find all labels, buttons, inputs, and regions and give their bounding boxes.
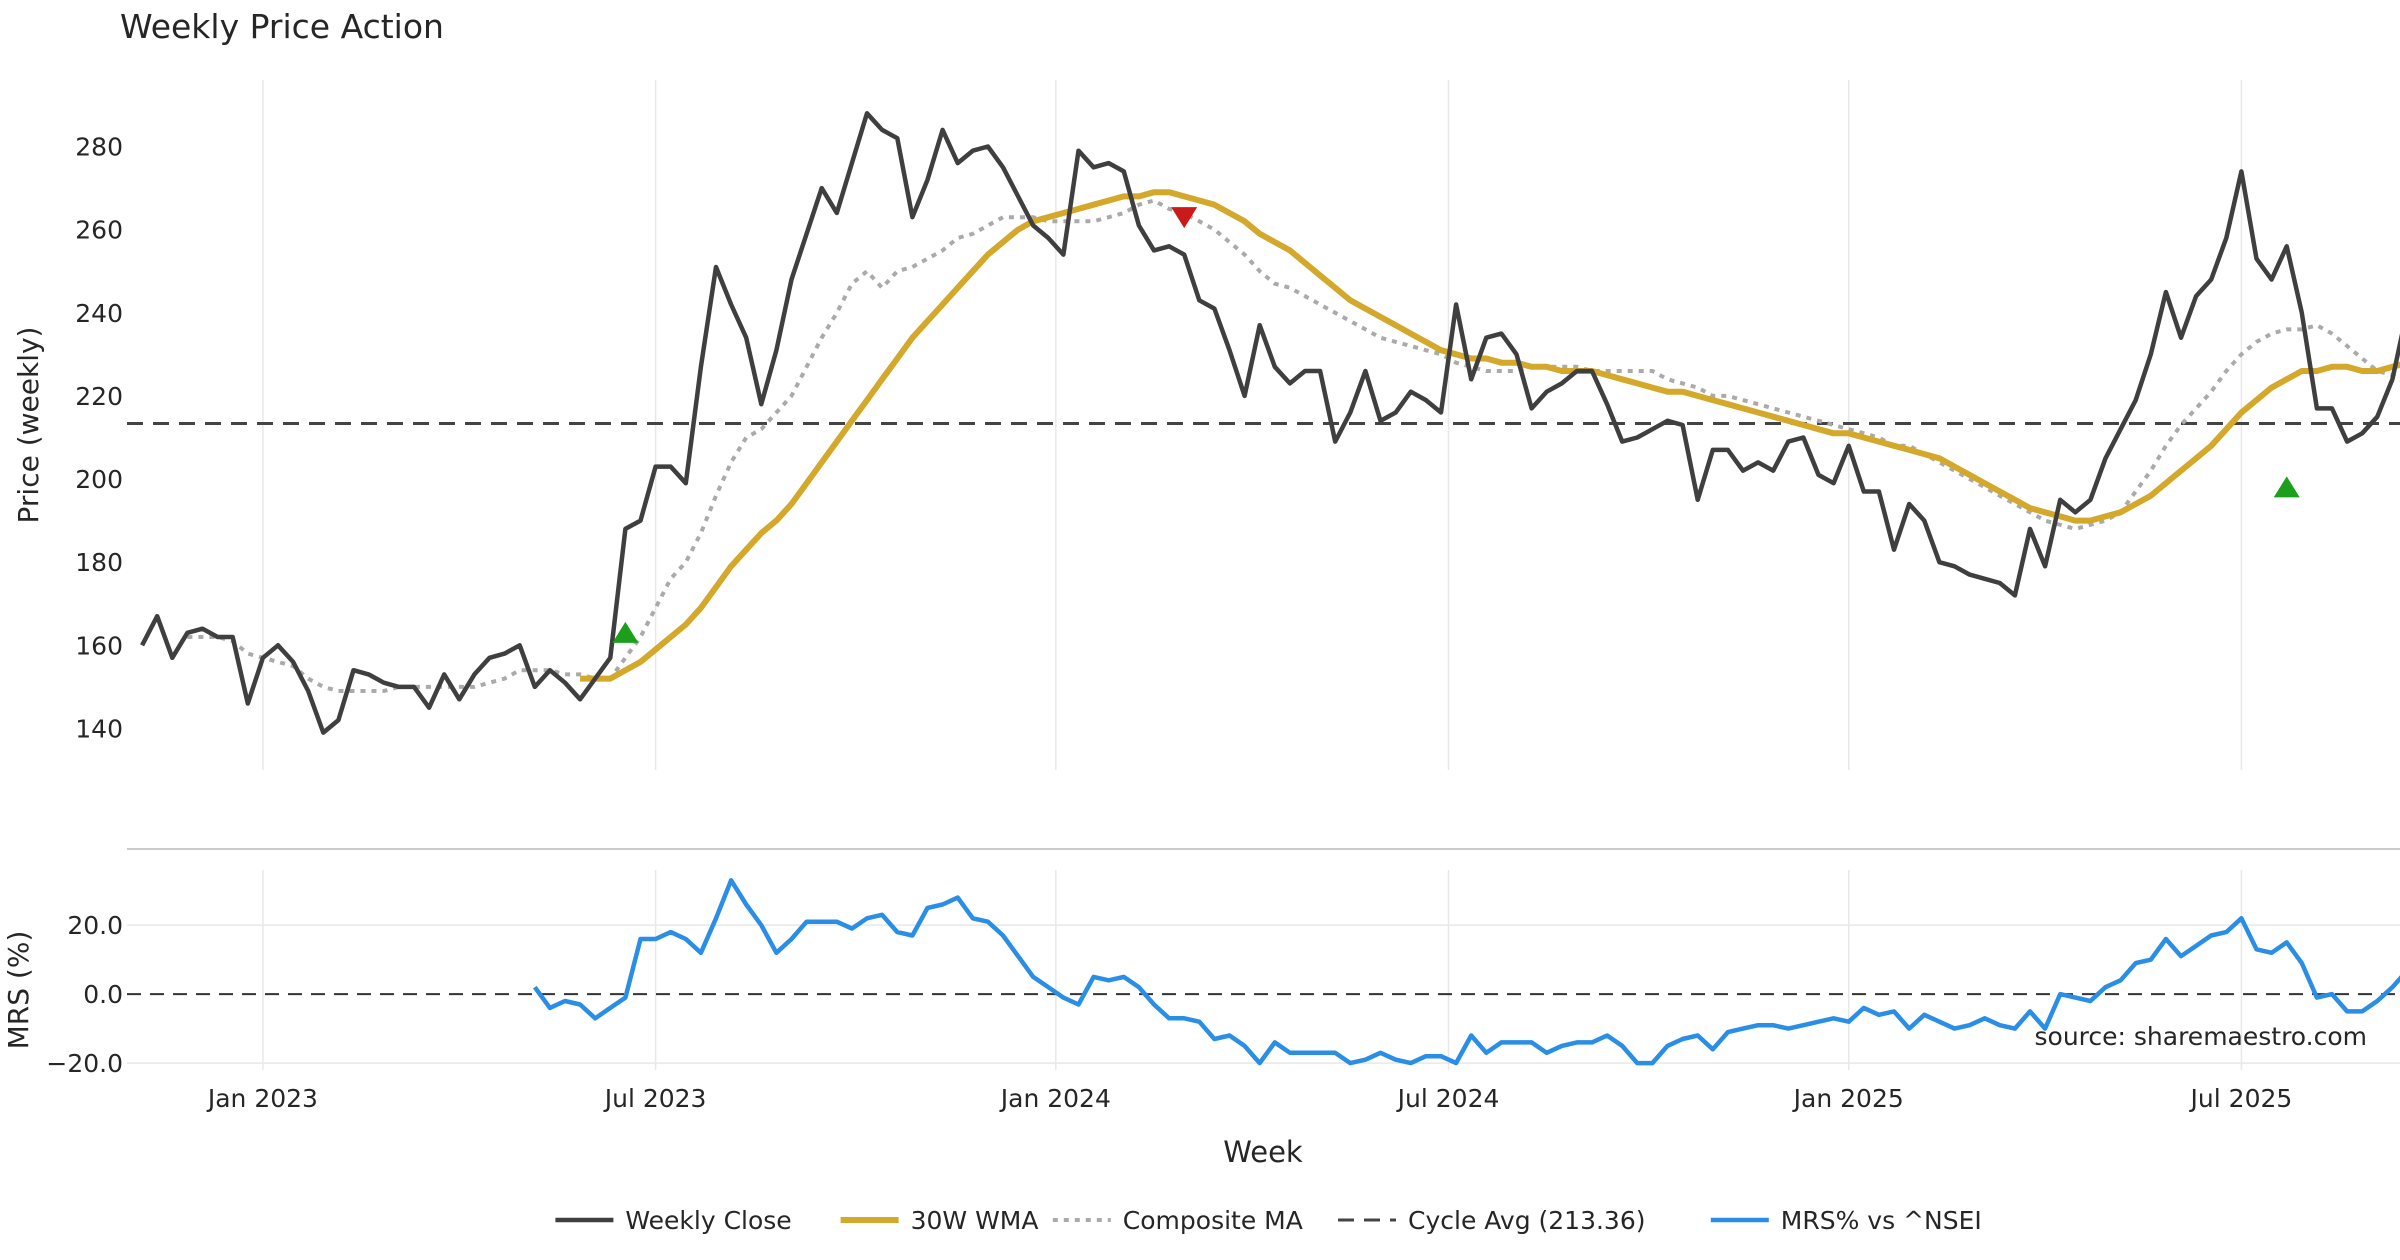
price-y-tick-label: 140 bbox=[75, 714, 123, 743]
price-y-tick-label: 280 bbox=[75, 133, 123, 162]
chart-title: Weekly Price Action bbox=[120, 7, 444, 46]
mrs-y-tick-label: 0.0 bbox=[83, 980, 123, 1009]
legend: Weekly Close 30W WMA Composite MA Cycle Avg… bbox=[555, 1206, 1982, 1235]
x-tick-label: Jan 2023 bbox=[206, 1084, 318, 1113]
price-y-tick-label: 180 bbox=[75, 548, 123, 577]
mrs-y-axis: −20.0 0.0 20.0 bbox=[46, 911, 123, 1078]
x-tick-label: Jul 2023 bbox=[603, 1084, 707, 1113]
source-credit: source: sharemaestro.com bbox=[2035, 1022, 2368, 1051]
buy-signal-marker bbox=[2273, 476, 2300, 498]
x-tick-label: Jan 2024 bbox=[999, 1084, 1111, 1113]
price-y-tick-label: 160 bbox=[75, 631, 123, 660]
mrs-grid bbox=[127, 870, 2400, 1070]
price-y-tick-label: 260 bbox=[75, 216, 123, 245]
mrs-line bbox=[532, 878, 2400, 1066]
price-y-axis: 140 160 180 200 220 240 260 280 bbox=[75, 133, 123, 744]
signal-markers bbox=[612, 207, 2300, 643]
price-y-axis-label: Price (weekly) bbox=[12, 327, 45, 524]
legend-label-close: Weekly Close bbox=[625, 1206, 791, 1235]
x-tick-label: Jul 2025 bbox=[2189, 1084, 2293, 1113]
weekly-close-line bbox=[140, 111, 2400, 735]
buy-signal-marker bbox=[612, 621, 639, 643]
mrs-y-tick-label: 20.0 bbox=[67, 911, 123, 940]
legend-label-composite: Composite MA bbox=[1123, 1206, 1303, 1235]
legend-label-mrs: MRS% vs ^NSEI bbox=[1781, 1206, 1982, 1235]
mrs-y-tick-label: −20.0 bbox=[46, 1049, 123, 1078]
composite-ma-line bbox=[187, 198, 2400, 693]
legend-label-cycle: Cycle Avg (213.36) bbox=[1408, 1206, 1646, 1235]
price-y-tick-label: 220 bbox=[75, 382, 123, 411]
price-y-tick-label: 200 bbox=[75, 465, 123, 494]
x-axis: Jan 2023 Jul 2023 Jan 2024 Jul 2024 Jan 2025… bbox=[206, 1084, 2292, 1113]
price-y-tick-label: 240 bbox=[75, 299, 123, 328]
wma-30-line bbox=[580, 189, 2400, 682]
price-panel: 140 160 180 200 220 240 260 280 Price (weekly) bbox=[12, 80, 2400, 770]
mrs-y-axis-label: MRS (%) bbox=[2, 931, 35, 1050]
x-tick-label: Jan 2025 bbox=[1792, 1084, 1904, 1113]
mrs-panel: −20.0 0.0 20.0 MRS (%) source: sharemaestr… bbox=[2, 870, 2400, 1078]
sell-signal-marker bbox=[1171, 207, 1198, 229]
legend-label-wma: 30W WMA bbox=[911, 1206, 1039, 1235]
x-axis-label: Week bbox=[1223, 1135, 1303, 1169]
x-tick-label: Jul 2024 bbox=[1396, 1084, 1500, 1113]
